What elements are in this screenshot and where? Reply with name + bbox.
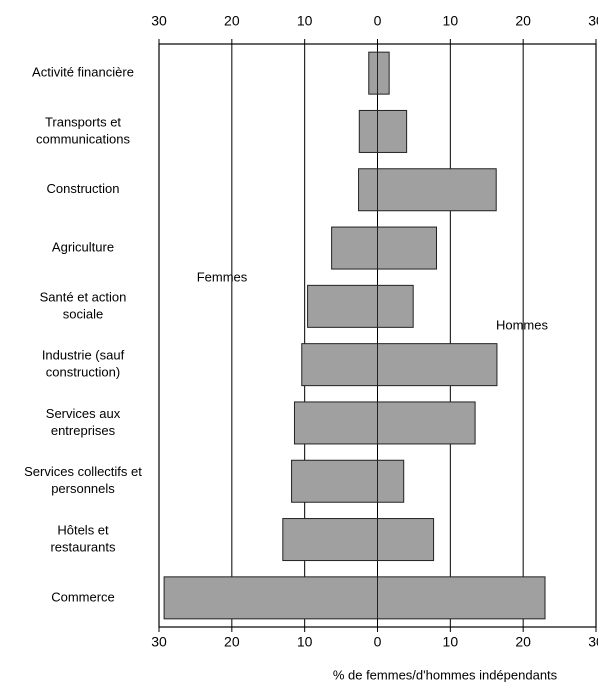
category-label: Hôtels et (57, 522, 109, 537)
category-label: Construction (47, 181, 120, 196)
bar (377, 576, 546, 620)
bar (163, 576, 378, 620)
bar (377, 51, 390, 95)
category-label: communications (36, 131, 130, 146)
x-tick-label: 20 (224, 634, 240, 650)
category-label: Activité financière (32, 65, 134, 80)
category-label: sociale (63, 306, 103, 321)
category-label: Services aux (46, 406, 121, 421)
bar (301, 343, 378, 387)
x-tick-label: 30 (151, 13, 167, 29)
bar (377, 168, 497, 212)
bar (377, 284, 414, 328)
bar (358, 109, 378, 153)
x-tick-label: 10 (443, 634, 459, 650)
annotation: Femmes (197, 269, 248, 284)
x-axis-label: % de femmes/d'hommes indépendants (333, 667, 558, 682)
bar (377, 518, 435, 562)
bar (368, 51, 379, 95)
x-tick-label: 0 (374, 634, 382, 650)
category-label: Industrie (sauf (42, 348, 125, 363)
bar (307, 284, 378, 328)
category-label: Services collectifs et (24, 464, 142, 479)
category-label: restaurants (50, 539, 116, 554)
x-tick-label: 10 (297, 634, 313, 650)
category-label: Santé et action (40, 289, 127, 304)
category-label: construction) (46, 365, 120, 380)
x-tick-label: 30 (588, 634, 598, 650)
bar (377, 401, 476, 445)
x-tick-label: 30 (151, 634, 167, 650)
x-tick-label: 30 (588, 13, 598, 29)
x-tick-label: 10 (297, 13, 313, 29)
bar (377, 459, 405, 503)
x-tick-label: 20 (515, 634, 531, 650)
category-label: Transports et (45, 114, 121, 129)
bar (291, 459, 379, 503)
category-label: personnels (51, 481, 115, 496)
x-tick-label: 0 (374, 13, 382, 29)
bar (377, 226, 437, 270)
bar (377, 109, 408, 153)
plot-frame (158, 43, 597, 628)
bar (358, 168, 378, 212)
category-label: Commerce (51, 589, 115, 604)
x-tick-label: 20 (224, 13, 240, 29)
category-label: Agriculture (52, 239, 114, 254)
annotation: Hommes (496, 317, 549, 332)
x-tick-label: 10 (443, 13, 459, 29)
bar (293, 401, 378, 445)
category-label: entreprises (51, 423, 116, 438)
x-tick-label: 20 (515, 13, 531, 29)
bar (331, 226, 378, 270)
bar (377, 343, 498, 387)
bar (282, 518, 379, 562)
